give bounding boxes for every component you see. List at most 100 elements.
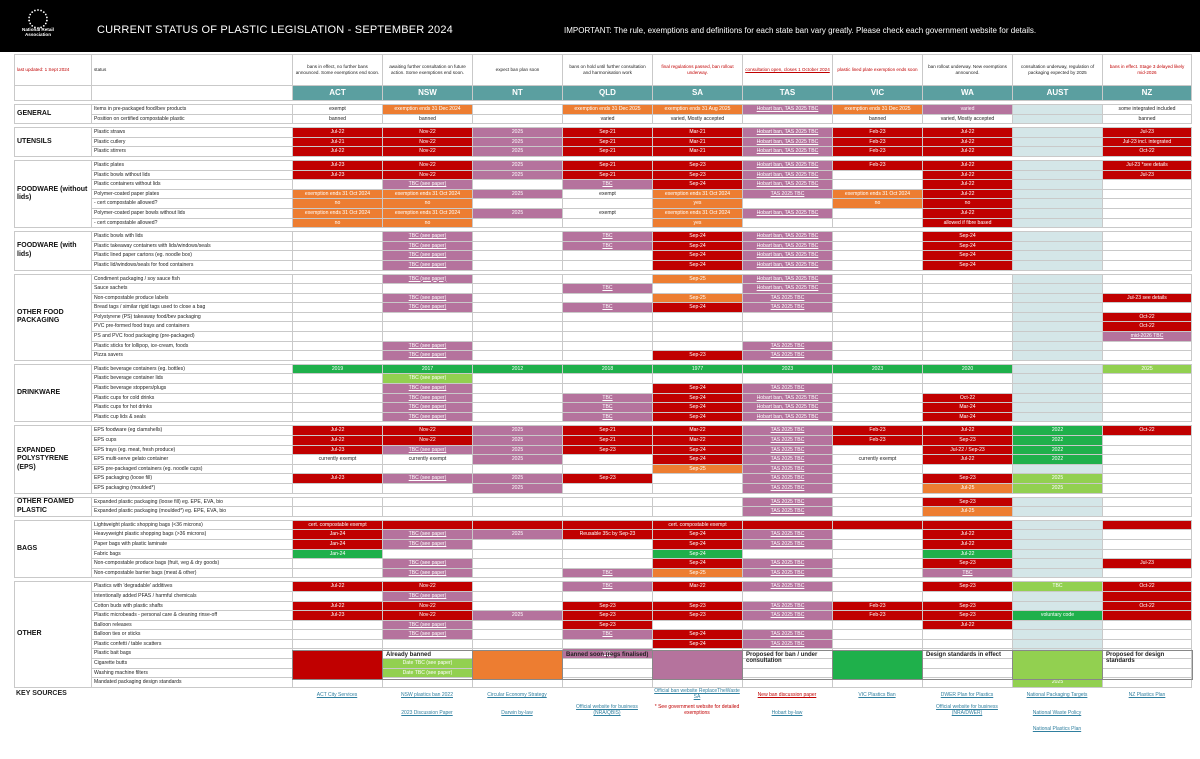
- status-cell-nt: [472, 302, 563, 313]
- status-cell-wa: [922, 321, 1013, 333]
- status-cell-nsw: TBC (see paper): [382, 259, 473, 271]
- status-cell-wa: varied: [922, 104, 1013, 115]
- source-link-qld[interactable]: Official website for business (NRA/QBIS): [576, 704, 638, 716]
- status-cell-vic: Feb-23: [832, 136, 923, 148]
- group-separator: [14, 270, 1192, 274]
- item-label: Lightweight plastic shopping bags (<36 m…: [91, 519, 293, 531]
- header-bar: National Retail Association CURRENT STAT…: [0, 0, 1200, 52]
- page-title: CURRENT STATUS OF PLASTIC LEGISLATION - …: [97, 24, 453, 36]
- status-cell-tas: [742, 311, 833, 323]
- status-cell-qld: exempt: [562, 188, 653, 200]
- source-link-aust-policy[interactable]: National Waste Policy: [1032, 710, 1082, 716]
- status-cell-nz: [1102, 529, 1192, 540]
- status-cell-sa: Sep-24: [652, 179, 743, 190]
- status-cell-vic: Feb-23: [832, 610, 923, 621]
- status-cell-nz: [1102, 619, 1192, 631]
- state-note-vic: plastic lined plate exemption ends soon: [832, 54, 923, 86]
- state-header-nz: NZ: [1102, 85, 1192, 101]
- status-cell-wa: Jul-25: [922, 482, 1013, 494]
- status-cell-qld: TBC: [562, 402, 653, 413]
- status-cell-nt: 2025: [472, 146, 563, 157]
- status-cell-nt: [472, 590, 563, 602]
- table-row: - cert compostable allowed? no no yes no no: [15, 198, 1192, 209]
- item-label: Plastic containers without lids: [91, 179, 293, 190]
- source-link-tas-paper[interactable]: New ban discussion paper: [757, 692, 817, 698]
- group-label: GENERAL: [14, 103, 92, 125]
- item-label: Plastic beverage containers (eg. bottles…: [91, 363, 293, 375]
- status-cell-nz: Jul-23 see details: [1102, 292, 1192, 304]
- status-cell-aust: [1012, 217, 1103, 229]
- status-cell-nsw: TBC (see paper): [382, 273, 473, 285]
- source-link-wa-plan[interactable]: DWER Plan for Plastics: [940, 692, 994, 698]
- item-label: Mandated packaging design standards: [91, 677, 293, 688]
- national-retail-association-logo: [28, 9, 48, 29]
- table-row: Intentionally added PFAS / harmful chemi…: [15, 590, 1192, 602]
- status-cell-qld: exempt: [562, 207, 653, 219]
- state-note-nz: bans in effect. Stage 3 delayed likely m…: [1102, 54, 1192, 86]
- item-label: EPS multi-serve gelato container: [91, 454, 293, 465]
- table-row: Position on certified compostable plasti…: [15, 113, 1192, 125]
- source-link-tas-bylaw[interactable]: Hobart by-law: [771, 710, 803, 716]
- logo-dot: [34, 26, 36, 29]
- source-link-nt-strategy[interactable]: Circular Economy Strategy: [487, 692, 547, 698]
- status-cell-aust: [1012, 383, 1103, 394]
- source-link-wa-business[interactable]: Official website for business (NRA/DWER): [936, 704, 998, 716]
- legend-swatch-proposed: [652, 650, 743, 680]
- source-link-nsw-ban[interactable]: NSW plastics ban 2022: [401, 692, 453, 698]
- status-cell-vic: no: [832, 198, 923, 209]
- status-cell-aust: [1012, 402, 1103, 413]
- status-cell-nsw: [382, 482, 473, 494]
- status-cell-nz: Jul-23 *see details: [1102, 159, 1192, 171]
- source-link-nt-bylaw[interactable]: Darwin by-law: [501, 710, 533, 716]
- status-cell-nsw: TBC (see paper): [382, 383, 473, 394]
- status-cell-nt: [472, 373, 563, 385]
- status-cell-act: Jan-24: [292, 548, 383, 560]
- status-cell-nz: some integrated included: [1102, 104, 1192, 115]
- source-link-nsw-paper[interactable]: 2023 Discussion Paper: [401, 710, 453, 716]
- logo-dot: [28, 16, 31, 19]
- status-cell-nsw: exemption ends 31 Oct 2024: [382, 188, 473, 200]
- status-cell-wa: [922, 340, 1013, 352]
- status-cell-nz: Oct-22: [1102, 581, 1192, 592]
- table-row: FOODWARE (without lids) Plastic plates Jul…: [14, 159, 1192, 229]
- status-cell-tas: TAS 2025 TBC: [742, 444, 833, 456]
- status-cell-nz: [1102, 506, 1192, 517]
- status-cell-nt: [472, 538, 563, 550]
- source-link-aust-plastics-plan[interactable]: National Plastics Plan: [1032, 726, 1082, 732]
- source-link-vic[interactable]: VIC Plastics Ban: [858, 692, 896, 698]
- source-link-act[interactable]: ACT City Services: [316, 692, 358, 698]
- status-cell-tas: TAS 2025 TBC: [742, 302, 833, 313]
- table-row: DRINKWARE Plastic beverage containers (eg…: [14, 363, 1192, 423]
- group-label: DRINKWARE: [14, 363, 92, 423]
- source-link-aust-targets[interactable]: National Packaging Targets: [1026, 692, 1088, 698]
- status-cell-tas: Hobart ban, TAS 2025 TBC: [742, 402, 833, 413]
- group-label: FOODWARE (with lids): [14, 231, 92, 271]
- status-cell-nt: [472, 548, 563, 560]
- status-cell-qld: [562, 340, 653, 352]
- status-cell-nsw: [382, 463, 473, 475]
- status-cell-aust: voluntary code: [1012, 610, 1103, 621]
- table-row: Plastic lined paper cartons (eg. noodle …: [15, 250, 1192, 261]
- status-cell-qld: [562, 590, 653, 602]
- source-link-sa[interactable]: Official ban website ReplaceTheWaste SA: [654, 688, 740, 700]
- status-cell-sa: Sep-25: [652, 567, 743, 579]
- status-cell-vic: currently exempt: [832, 454, 923, 465]
- status-cell-wa: Jul-22: [922, 207, 1013, 219]
- status-cell-sa: [652, 340, 743, 352]
- status-cell-aust: 2022: [1012, 435, 1103, 446]
- status-cell-nt: 2012: [472, 363, 563, 375]
- status-cell-vic: [832, 411, 923, 423]
- status-cell-tas: TAS 2025 TBC: [742, 473, 833, 484]
- status-cell-sa: [652, 321, 743, 333]
- status-cell-nsw: [382, 638, 473, 650]
- source-link-nz[interactable]: NZ Plastics Plan: [1128, 692, 1166, 698]
- status-cell-act: cert. compostable exempt: [292, 519, 383, 531]
- status-cell-act: Jul-23: [292, 159, 383, 171]
- status-cell-nt: [472, 581, 563, 592]
- logo-dot: [45, 16, 48, 19]
- legend-swatch-design: [832, 650, 923, 680]
- status-cell-tas: Hobart ban, TAS 2025 TBC: [742, 411, 833, 423]
- status-cell-aust: [1012, 600, 1103, 612]
- status-cell-nsw: [382, 519, 473, 531]
- status-cell-aust: [1012, 104, 1103, 115]
